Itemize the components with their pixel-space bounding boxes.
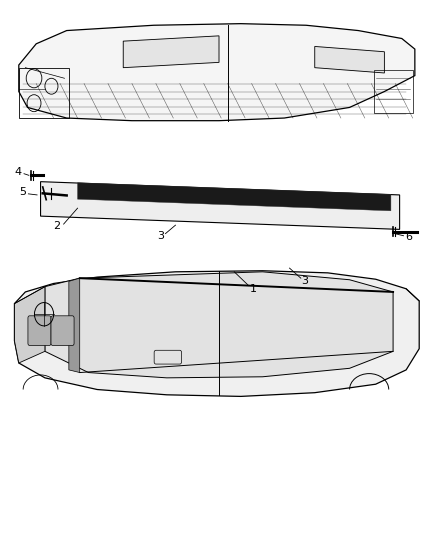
FancyBboxPatch shape <box>28 316 51 345</box>
Polygon shape <box>14 287 45 363</box>
Polygon shape <box>123 36 219 68</box>
FancyBboxPatch shape <box>51 316 74 345</box>
Polygon shape <box>78 183 391 211</box>
Polygon shape <box>19 23 415 120</box>
Text: 2: 2 <box>53 221 60 231</box>
Text: 3: 3 <box>302 276 309 286</box>
Text: 6: 6 <box>405 232 412 242</box>
Polygon shape <box>69 278 80 373</box>
Text: 1: 1 <box>250 284 256 294</box>
Polygon shape <box>14 271 419 397</box>
Polygon shape <box>45 272 393 378</box>
Text: 5: 5 <box>19 187 26 197</box>
Text: 3: 3 <box>157 231 164 241</box>
Polygon shape <box>41 182 399 229</box>
Text: 4: 4 <box>14 167 21 177</box>
Polygon shape <box>315 46 385 73</box>
